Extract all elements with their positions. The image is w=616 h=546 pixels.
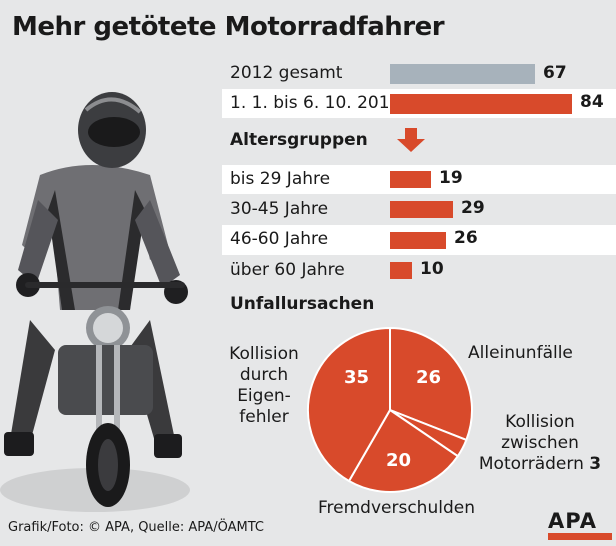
bar-age-2 — [390, 201, 453, 218]
pie-slice-eigen — [307, 326, 391, 483]
row-age-2: 30-45 Jahre 29 — [222, 195, 616, 224]
pie-chart — [307, 326, 473, 493]
pie-value-allein: 26 — [416, 367, 442, 388]
pie-slice-fremd — [347, 408, 460, 493]
pie-label-eigen-line-1: Kollision — [229, 344, 299, 364]
pie-label-allein: Alleinunfälle — [468, 343, 573, 363]
section-altersgruppen: Altersgruppen — [230, 130, 368, 150]
label-age-2: 30-45 Jahre — [230, 199, 329, 219]
row-age-3: 46-60 Jahre 26 — [222, 225, 616, 255]
label-age-1: bis 29 Jahre — [230, 169, 331, 189]
pie-label-zwischen-line-2: zwischen — [501, 433, 579, 453]
chart-title: Mehr getötete Motorradfahrer — [12, 12, 445, 42]
row-age-1: bis 29 Jahre 19 — [222, 165, 616, 194]
value-age-4: 10 — [420, 259, 444, 279]
pie-value-zwischen: 3 — [589, 454, 602, 474]
pie-value-fremd: 20 — [386, 450, 412, 471]
pie-label-zwischen-line-3: Motorrädern 3 — [470, 454, 610, 475]
label-age-4: über 60 Jahre — [230, 260, 345, 280]
bar-age-4 — [390, 262, 412, 279]
pie-label-zwischen-text: Motorrädern — [478, 454, 584, 474]
bar-2012 — [390, 64, 535, 84]
pie-label-eigen: Kollision durch Eigen- fehler — [222, 344, 306, 428]
section-unfallursachen: Unfallursachen — [230, 294, 375, 314]
pie-label-eigen-line-4: fehler — [239, 407, 289, 427]
label-2013: 1. 1. bis 6. 10. 2013 — [230, 93, 401, 113]
value-age-1: 19 — [439, 168, 463, 188]
bar-2013 — [390, 94, 572, 114]
value-2012: 67 — [543, 63, 567, 83]
label-age-3: 46-60 Jahre — [230, 229, 329, 249]
pie-value-eigen: 35 — [344, 367, 370, 388]
motorcyclist-photo — [0, 92, 190, 512]
value-age-2: 29 — [461, 198, 485, 218]
apa-logo-bar — [548, 533, 612, 540]
pie-label-zwischen-line-1: Kollision — [505, 412, 575, 432]
row-2012: 2012 gesamt 67 — [222, 60, 616, 88]
pie-label-eigen-line-3: Eigen- — [237, 386, 291, 406]
bar-age-3 — [390, 232, 446, 249]
pie-label-zwischen: Kollision zwischen Motorrädern 3 — [470, 412, 610, 475]
apa-logo: APA — [548, 509, 597, 533]
bar-age-1 — [390, 171, 431, 188]
footer-credit: Grafik/Foto: © APA, Quelle: APA/ÖAMTC — [8, 520, 264, 535]
row-age-4: über 60 Jahre 10 — [222, 256, 616, 285]
arrow-down-icon — [397, 128, 425, 152]
pie-label-fremd: Fremdverschulden — [318, 498, 475, 518]
pie-label-eigen-line-2: durch — [239, 365, 289, 385]
value-2013: 84 — [580, 92, 604, 112]
label-2012: 2012 gesamt — [230, 63, 343, 83]
row-2013: 1. 1. bis 6. 10. 2013 84 — [222, 89, 616, 118]
pie-slice-allein — [389, 326, 473, 442]
value-age-3: 26 — [454, 228, 478, 248]
